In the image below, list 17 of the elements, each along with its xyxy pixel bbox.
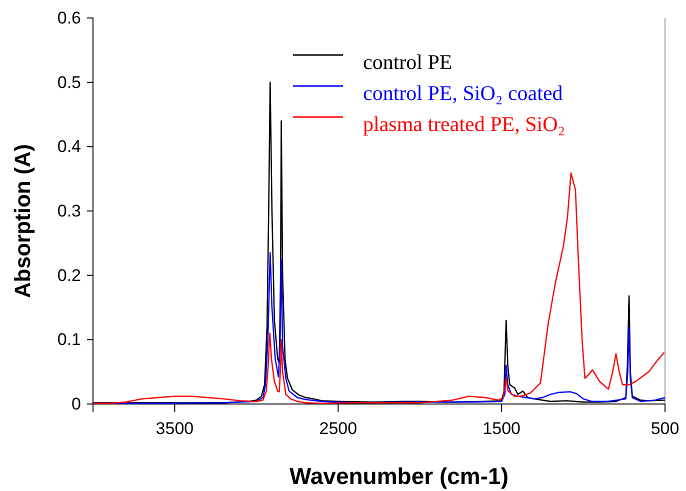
legend-label: control PE, SiO₂ coated <box>363 81 564 105</box>
y-tick-label: 0.2 <box>57 266 81 285</box>
y-axis-title: Absorption (A) <box>10 144 35 298</box>
x-tick-label: 1500 <box>482 419 520 438</box>
x-tick-label: 2500 <box>319 419 358 438</box>
x-tick-label: 3500 <box>156 419 194 438</box>
x-axis-title: Wavenumber (cm-1) <box>290 463 508 489</box>
line-series <box>92 172 665 404</box>
y-tick-label: 0.3 <box>57 201 81 220</box>
y-tick-label: 0 <box>72 394 81 414</box>
y-tick-label: 0.5 <box>57 72 81 92</box>
legend-label: control PE <box>363 50 452 74</box>
y-tick-label: 0.4 <box>57 137 81 156</box>
y-tick-label: 0.1 <box>57 330 81 350</box>
legend-label: plasma treated PE, SiO₂ <box>363 112 566 136</box>
y-tick-label: 0.6 <box>57 8 81 28</box>
x-tick-label: 500 <box>650 419 680 438</box>
